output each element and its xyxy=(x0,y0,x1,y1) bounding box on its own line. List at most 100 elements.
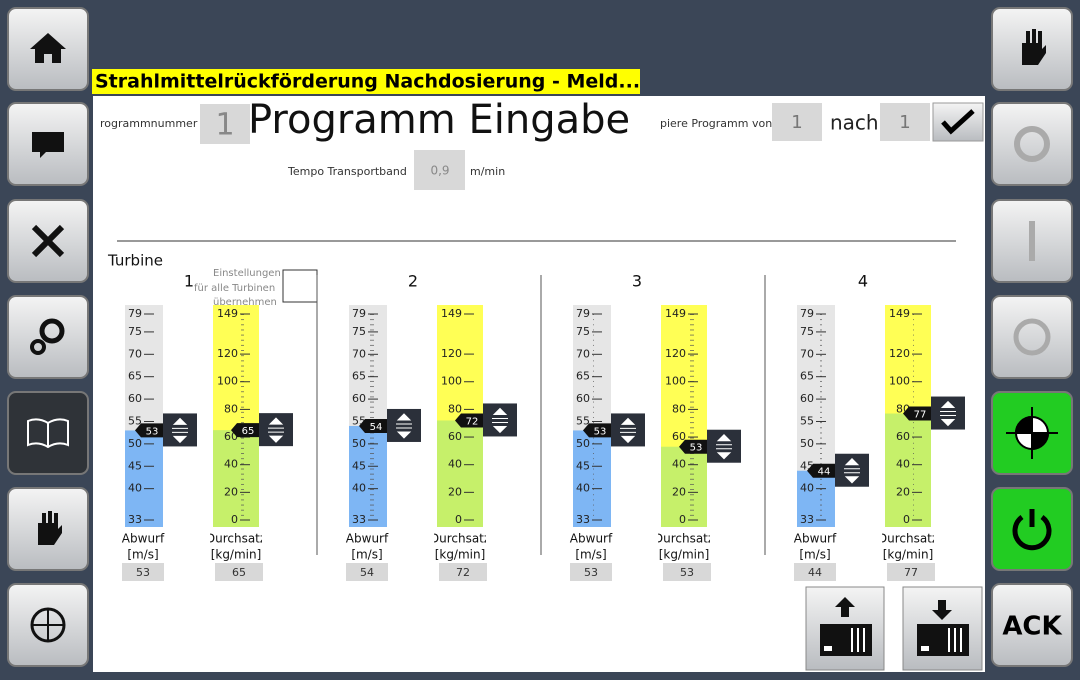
tools-button[interactable] xyxy=(7,199,89,283)
gauge-fill xyxy=(213,430,259,527)
adjust-button[interactable] xyxy=(931,396,965,430)
tick-label: 55 xyxy=(576,414,590,427)
reference-button[interactable] xyxy=(991,391,1073,475)
ack-button[interactable]: ACK xyxy=(991,583,1073,667)
off-button[interactable] xyxy=(991,295,1073,379)
tick-label: 60 xyxy=(672,430,686,443)
adjust-button[interactable] xyxy=(835,453,869,487)
upload-button[interactable] xyxy=(805,586,885,671)
copy-from-field[interactable] xyxy=(772,103,822,141)
gauge-unit: [kg/min] xyxy=(435,548,486,562)
adjust-button[interactable] xyxy=(707,429,741,463)
copy-to: 1 xyxy=(899,112,910,133)
value-display: 44 xyxy=(808,566,822,579)
tick-label: 100 xyxy=(441,375,462,388)
turbine-number: 4 xyxy=(858,272,868,291)
ack-label: ACK xyxy=(1002,612,1062,642)
adjust-button[interactable] xyxy=(611,413,645,447)
apply-all-checkbox[interactable] xyxy=(282,269,318,303)
minor-ticks xyxy=(241,314,246,520)
settings-button[interactable] xyxy=(7,295,89,379)
copy-label: piere Programm von xyxy=(660,117,772,130)
tick-label: 60 xyxy=(448,430,462,443)
turbine: 1 79 75 70 65 60 55 50 45 40 33 53 Abwurf [m/s] 53 149 1… xyxy=(122,272,293,581)
gauge-name: Durchsatz xyxy=(430,532,490,546)
value-box xyxy=(570,563,612,581)
adjust-icon xyxy=(620,417,636,444)
tick-label: 55 xyxy=(800,414,814,427)
adjust-icon xyxy=(716,434,732,460)
tick-label: 50 xyxy=(128,437,142,450)
caption-clip: Abwurf [m/s] xyxy=(122,532,165,562)
manual-button[interactable] xyxy=(7,391,89,475)
tick-label: 60 xyxy=(800,392,814,405)
program-number-field[interactable] xyxy=(200,104,250,144)
download-button[interactable] xyxy=(902,586,983,671)
power-button[interactable] xyxy=(991,487,1073,571)
gauge-name: Abwurf xyxy=(122,532,165,546)
adjust-button[interactable] xyxy=(483,403,517,437)
gauge-name: Abwurf xyxy=(346,532,389,546)
minor-ticks xyxy=(369,314,374,520)
abwurf-gauge: 79 75 70 65 60 55 50 45 40 33 53 Abwurf [m/s] 53 xyxy=(570,305,645,581)
adjust-button[interactable] xyxy=(163,413,197,447)
caption-clip: Durchsatz [kg/min] xyxy=(210,532,262,562)
tick-label: 79 xyxy=(128,307,142,320)
icon xyxy=(31,224,65,258)
gauge-fill xyxy=(661,446,707,527)
value-pointer xyxy=(583,423,611,438)
gauge-unit: [m/s] xyxy=(351,548,382,562)
gauge-name: Durchsatz xyxy=(878,532,938,546)
caption-clip: Abwurf [m/s] xyxy=(570,532,613,562)
value-box xyxy=(794,563,836,581)
pointer-value: 72 xyxy=(466,416,479,427)
tick-label: 79 xyxy=(576,307,590,320)
adjust-button[interactable] xyxy=(259,413,293,447)
tick-label: 50 xyxy=(800,437,814,450)
home-button[interactable] xyxy=(7,7,89,91)
icon xyxy=(1006,407,1058,459)
confirm-button[interactable] xyxy=(932,102,984,142)
copy-to-field[interactable] xyxy=(880,103,930,141)
stop-button[interactable] xyxy=(991,7,1073,91)
gauge-unit: [kg/min] xyxy=(659,548,710,562)
value-display: 54 xyxy=(360,566,374,579)
tick-label: 20 xyxy=(896,485,910,498)
icon xyxy=(27,418,69,449)
manual-mode-button[interactable] xyxy=(7,487,89,571)
adjust-button[interactable] xyxy=(387,408,421,442)
on-button[interactable] xyxy=(991,199,1073,283)
tick-label: 40 xyxy=(800,482,814,495)
tick-label: 149 xyxy=(217,307,238,320)
language-button[interactable] xyxy=(7,583,89,667)
apply-all-line: übernehmen xyxy=(213,297,277,308)
gauge-fill xyxy=(573,430,611,527)
tempo-field[interactable] xyxy=(414,150,465,190)
icon xyxy=(1022,29,1046,65)
tick-label: 80 xyxy=(448,402,462,415)
messages-button[interactable] xyxy=(7,102,89,186)
tick-label: 65 xyxy=(128,370,142,383)
value-box xyxy=(122,563,164,581)
tick-label: 40 xyxy=(896,458,910,471)
value-display: 72 xyxy=(456,566,470,579)
gauge-unit: [kg/min] xyxy=(211,548,262,562)
gauge-name: Abwurf xyxy=(570,532,613,546)
value-display: 77 xyxy=(904,566,918,579)
copy-to-label: nach xyxy=(830,111,879,135)
icon xyxy=(38,511,62,545)
tick-label: 70 xyxy=(128,347,142,360)
minor-ticks xyxy=(593,314,598,520)
tick-label: 33 xyxy=(576,513,590,526)
apply-all-line: Einstellungen xyxy=(213,268,281,279)
tick-label: 79 xyxy=(800,307,814,320)
value-box xyxy=(887,563,935,581)
tick-label: 120 xyxy=(889,347,910,360)
button-face xyxy=(991,295,1073,379)
value-display: 53 xyxy=(584,566,598,579)
tick-label: 75 xyxy=(352,325,366,338)
reset-button[interactable] xyxy=(991,102,1073,186)
value-pointer xyxy=(359,418,387,433)
